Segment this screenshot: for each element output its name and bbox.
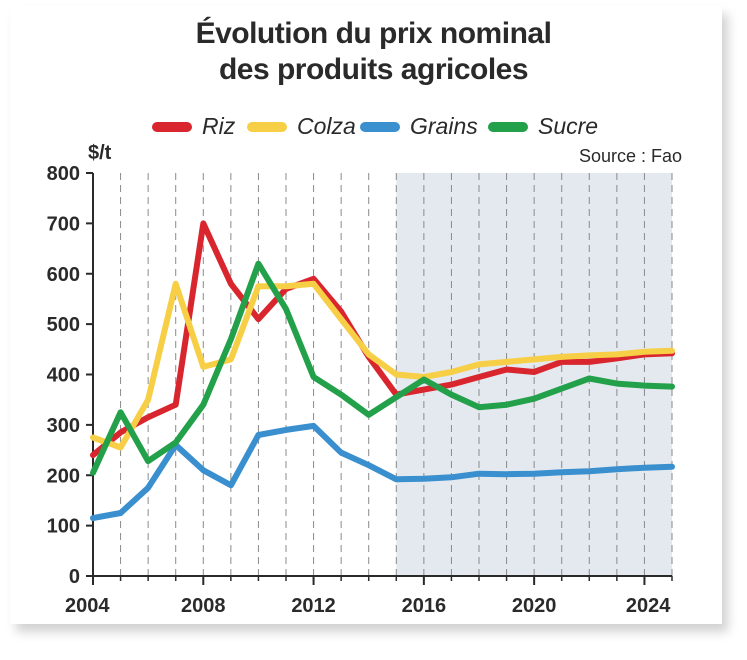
x-tick-label-2012: 2012 [291, 595, 336, 617]
legend-swatch-grains [360, 122, 400, 132]
x-tick-label-2016: 2016 [402, 595, 447, 617]
y-tick-label-100: 100 [47, 516, 80, 538]
legend-swatch-colza [247, 122, 287, 132]
chart-title-line1: Évolution du prix nominal [195, 17, 552, 50]
chart-title: Évolution du prix nominal des produits a… [0, 16, 747, 88]
x-tick-label-2024: 2024 [626, 595, 671, 617]
series-line-grains [90, 422, 675, 522]
y-axis-unit: $/t [88, 142, 112, 164]
x-tick-label-2004: 2004 [65, 595, 110, 617]
legend-label-riz: Riz [202, 113, 236, 139]
legend-label-colza: Colza [297, 113, 356, 139]
series-line-riz [90, 220, 675, 459]
x-tick-label-2008: 2008 [181, 595, 226, 617]
series-line-sucre [90, 260, 675, 476]
legend: Riz Colza Grains Sucre [0, 112, 747, 140]
x-tick-label-2020: 2020 [512, 595, 557, 617]
source-note: Source : Fao [578, 146, 682, 166]
legend-swatch-sucre [488, 122, 528, 132]
y-tick-label-300: 300 [47, 415, 80, 437]
series-line-colza [90, 280, 675, 451]
y-tick-label-0: 0 [69, 566, 80, 588]
legend-label-sucre: Sucre [538, 113, 599, 139]
y-tick-label-500: 500 [47, 314, 80, 336]
y-tick-label-700: 700 [47, 213, 80, 235]
legend-label-grains: Grains [410, 113, 478, 139]
y-tick-label-800: 800 [47, 163, 80, 185]
y-tick-label-200: 200 [47, 465, 80, 487]
chart-title-line2: des produits agricoles [218, 53, 529, 86]
legend-swatch-riz [152, 122, 192, 132]
y-tick-label-400: 400 [47, 365, 80, 387]
y-tick-label-600: 600 [47, 264, 80, 286]
